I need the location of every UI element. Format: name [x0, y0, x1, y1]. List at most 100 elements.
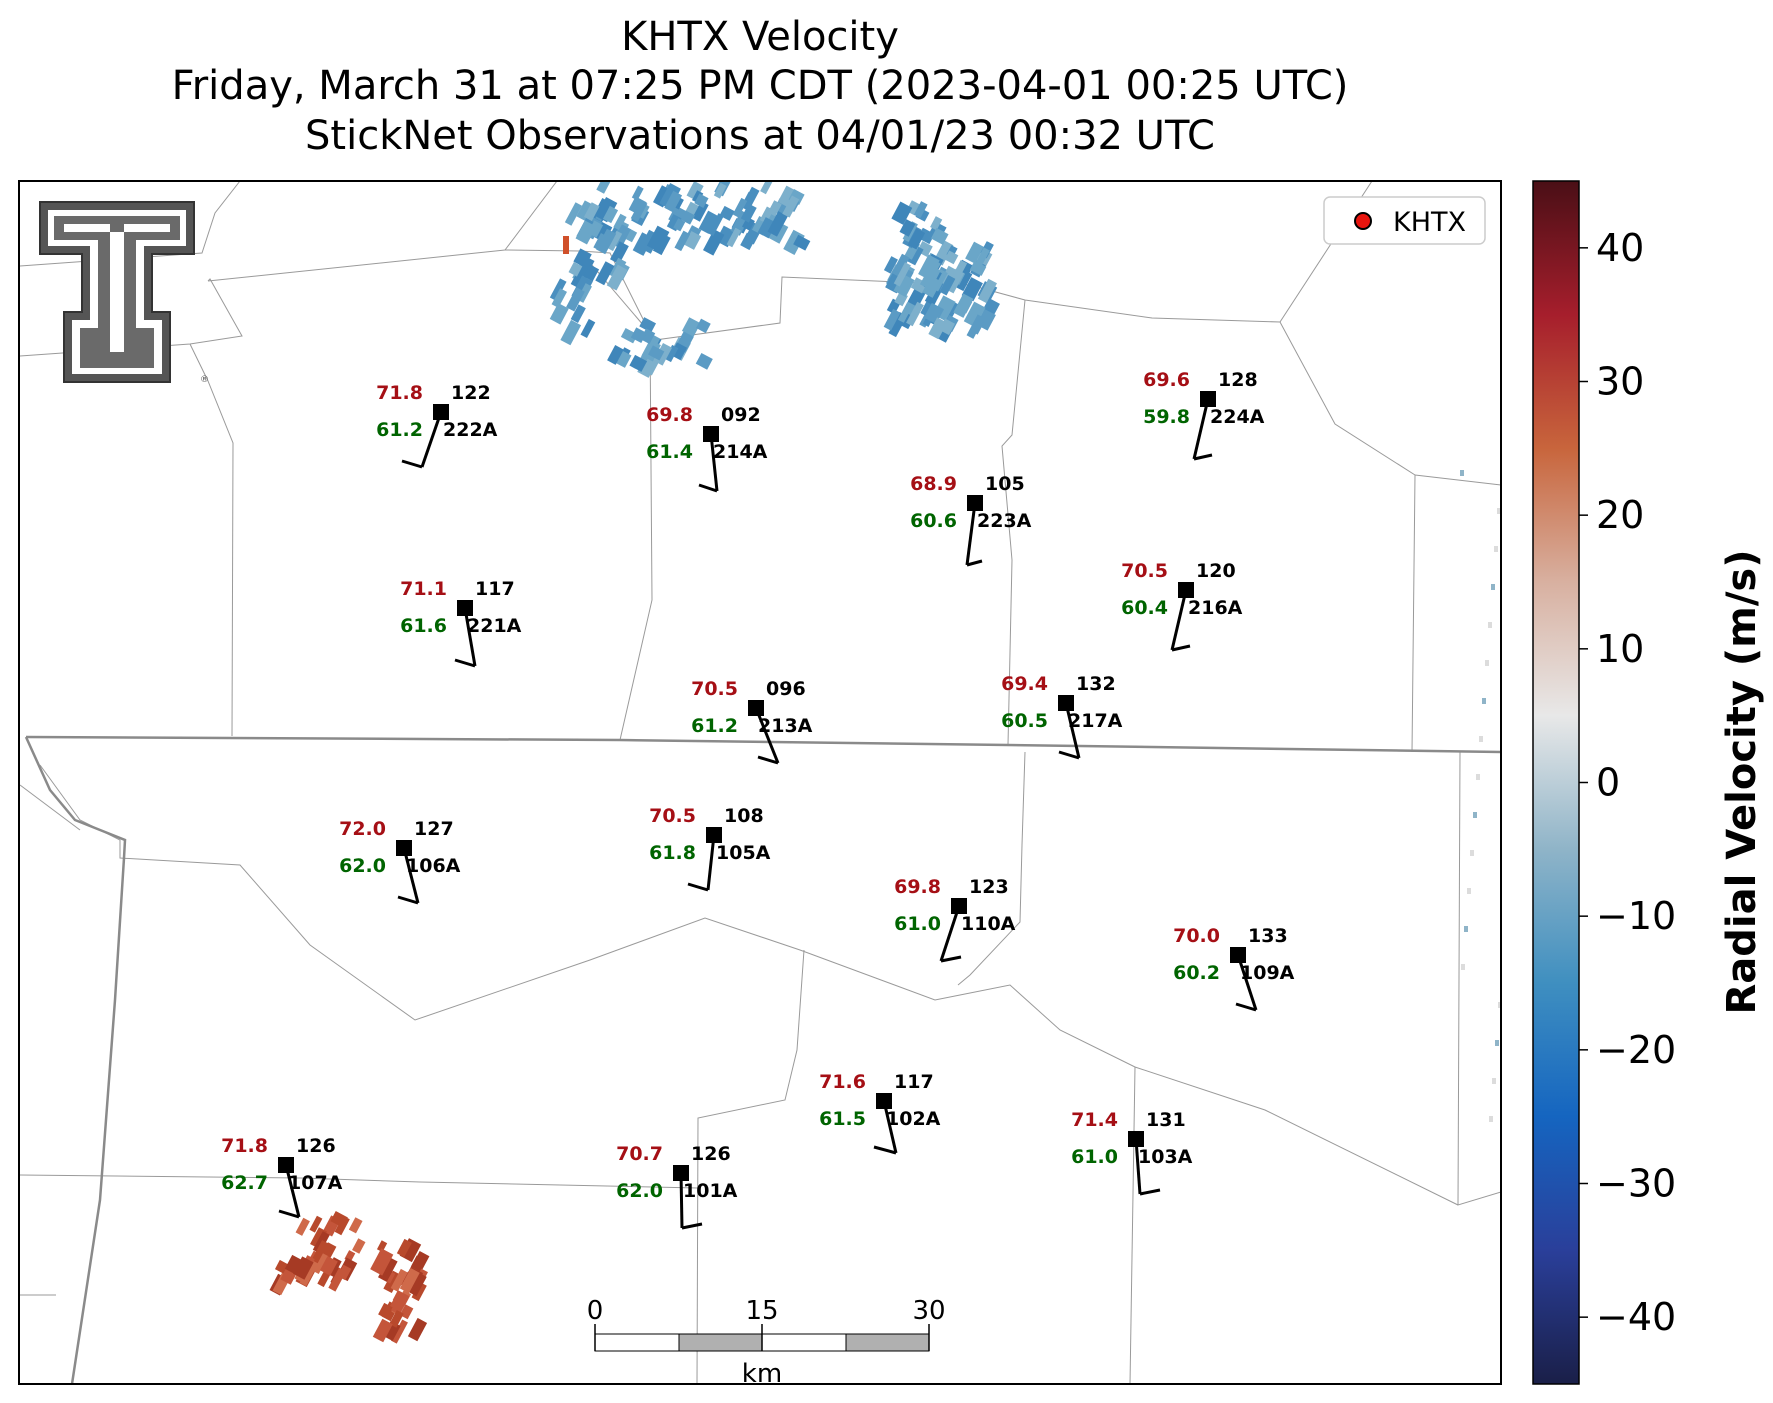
radar-echo-pixel — [928, 317, 948, 340]
radar-echo-pixel — [961, 277, 983, 302]
station-103A: 71.4 131 61.0 103A — [1071, 1109, 1193, 1196]
radar-echo-pixel — [410, 1255, 426, 1272]
radar-echo-pixel — [666, 214, 683, 232]
radar-echo-pixel — [583, 264, 600, 282]
radar-echo-pixel — [883, 256, 898, 274]
radar-echo-pixel — [620, 327, 638, 344]
radar-echo-pixel — [1470, 850, 1474, 856]
radar-echo-pixel — [587, 220, 604, 238]
station-marker-icon — [1200, 391, 1216, 407]
radar-echo-pixel — [692, 201, 709, 222]
wind-barb-staff — [1236, 954, 1258, 1011]
radar-echo-pixel — [311, 1240, 329, 1264]
radar-echo-pixel — [1467, 888, 1471, 894]
county-boundaries — [19, 181, 1501, 1384]
radar-echo-pixel — [595, 261, 615, 286]
station-dewpoint: 60.5 — [1001, 710, 1048, 732]
colorbar-tick-label: −40 — [1596, 1295, 1676, 1339]
station-id: 223A — [977, 510, 1032, 532]
colorbar-label: Radial Velocity (m/s) — [1719, 549, 1765, 1014]
scale-unit: km — [742, 1359, 782, 1389]
wind-barb-flag — [1171, 644, 1191, 652]
station-temperature: 70.5 — [691, 678, 738, 700]
radar-echo-pixel — [893, 262, 911, 287]
wind-barb-staff — [882, 1100, 898, 1154]
station-105A: 70.5 108 61.8 105A — [649, 805, 771, 892]
radar-echo-pixel — [390, 1268, 408, 1292]
station-id: 221A — [467, 615, 522, 637]
wind-barb-staff — [463, 607, 477, 667]
radar-echo-pixel — [630, 199, 648, 222]
station-dewpoint: 62.0 — [616, 1180, 663, 1202]
radar-echo-pixel — [907, 228, 926, 250]
station-dewpoint: 60.6 — [910, 510, 957, 532]
texas-tech-double-t-logo: ® — [39, 201, 209, 385]
colorbar-tick-label: −10 — [1596, 894, 1676, 938]
wind-barb-flag — [698, 483, 718, 493]
radar-echo-pixel — [630, 327, 647, 344]
radar-echo-pixel — [399, 1238, 422, 1263]
radar-echo-pixel — [299, 1264, 316, 1287]
station-id: 101A — [683, 1180, 738, 1202]
radar-echo-pixel — [930, 216, 943, 231]
legend-label: KHTX — [1393, 207, 1466, 238]
station-marker-icon — [1230, 947, 1246, 963]
radar-echo-pixel — [664, 190, 683, 213]
radar-echo-pixel — [939, 275, 956, 296]
radar-echo-pixel — [593, 221, 613, 243]
wind-barb-flag — [1139, 1188, 1161, 1196]
radar-echo-pixel — [913, 201, 928, 219]
station-id: 224A — [1210, 406, 1265, 428]
radar-echo-pixel — [399, 1268, 420, 1294]
radar-echo-pixel — [713, 182, 727, 199]
radar-echo-pixel — [767, 200, 782, 217]
wind-barb-flag — [873, 1145, 897, 1155]
radar-echo-pixel — [969, 260, 987, 276]
radar-echo-pixel — [1494, 546, 1498, 552]
radar-echo-pixel — [549, 303, 569, 325]
radar-echo-pixel — [670, 342, 688, 361]
radar-echo-pixel — [950, 259, 968, 282]
colorbar-ticks: 40 30 20 10 0 −10 −20 −30 −40 — [1579, 226, 1676, 1339]
scale-label-0: 0 — [587, 1296, 604, 1326]
radar-echo-pixel — [596, 228, 617, 255]
radar-echo-pixel — [411, 1281, 427, 1302]
station-pressure: 120 — [1196, 560, 1236, 582]
radar-echo-pixel — [377, 1256, 398, 1282]
radar-echo-pixel — [625, 229, 638, 243]
radar-echo-pixel — [923, 302, 945, 325]
radar-echo-pixel — [681, 317, 701, 338]
radar-echo-pixel — [883, 308, 901, 331]
radar-echo-pixel — [742, 216, 755, 231]
radar-echo-pixel — [740, 232, 757, 251]
radar-echo-pixel — [606, 264, 628, 291]
wind-barb-staff — [1192, 398, 1210, 460]
radar-echo-pixel — [782, 195, 800, 218]
station-temperature: 70.5 — [1121, 560, 1168, 582]
radar-echo-pixel — [698, 210, 719, 234]
station-temperature: 69.4 — [1001, 673, 1048, 695]
radar-echo-pixel — [570, 304, 586, 324]
radar-echo-pixel — [392, 1290, 410, 1307]
wind-barb-staff — [939, 905, 961, 962]
wind-barb-flag — [454, 658, 476, 668]
map-frame — [18, 180, 1502, 1385]
wind-barb-staff — [1064, 702, 1081, 759]
station-pressure: 127 — [414, 818, 454, 840]
radar-echo-pixel — [1495, 1040, 1499, 1046]
scale-bar: 0 15 30 km — [587, 1296, 946, 1389]
radar-echo-pixel — [694, 193, 709, 208]
wind-barb-staff — [679, 1172, 684, 1229]
station-temperature: 71.1 — [400, 578, 447, 600]
colorbar-tick-label: 40 — [1596, 226, 1644, 270]
station-marker-icon — [396, 840, 412, 856]
station-marker-icon — [748, 700, 764, 716]
radar-echo-pixel — [613, 213, 627, 231]
radar-echo-pixel — [648, 345, 665, 361]
station-id: 222A — [443, 419, 498, 441]
radar-echo-pixel — [922, 275, 942, 298]
station-pressure: 096 — [766, 678, 806, 700]
radar-echo-pixel — [348, 1217, 363, 1234]
title-line-3: StickNet Observations at 04/01/23 00:32 … — [305, 113, 1215, 159]
radar-echo-pixel — [659, 183, 681, 210]
